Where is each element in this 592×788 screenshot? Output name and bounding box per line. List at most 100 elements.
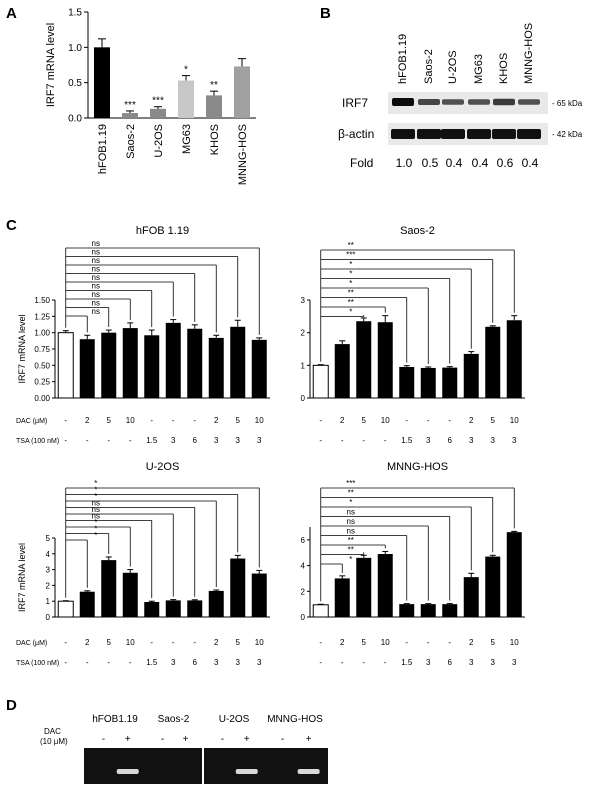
fold-value: 0.5: [422, 156, 439, 170]
tsa-value: 6: [193, 436, 198, 445]
dac-value: 2: [469, 638, 474, 647]
chart-title: Saos-2: [400, 225, 435, 237]
tsa-value: 3: [426, 436, 431, 445]
y-tick-label: 2: [301, 329, 306, 338]
dac-value: 10: [255, 416, 264, 425]
tsa-value: -: [384, 658, 387, 667]
sig-label: ***: [346, 479, 355, 488]
bar: [187, 600, 203, 617]
blot-band: [442, 99, 464, 105]
bar: [144, 335, 160, 398]
blot-band: [468, 99, 490, 105]
chart-title: U-2OS: [146, 461, 180, 473]
tsa-value: 6: [193, 658, 198, 667]
tsa-value: 1.5: [146, 658, 158, 667]
y-tick-label: 1: [301, 361, 306, 370]
sig-label: ns: [92, 256, 100, 265]
blot-band: [418, 99, 440, 105]
y-tick-label: 3: [301, 296, 306, 305]
blot-band: [517, 129, 541, 139]
dac-value: -: [448, 638, 451, 647]
tsa-value: -: [107, 436, 110, 445]
gel-group-label: MNNG-HOS: [267, 714, 323, 725]
tsa-value: -: [341, 658, 344, 667]
bar: [208, 337, 224, 398]
panel-label-c: C: [6, 217, 17, 234]
tsa-value: 3: [491, 658, 496, 667]
sig-label: *: [349, 270, 352, 279]
gel-band: [116, 769, 139, 774]
tsa-value: 6: [448, 658, 453, 667]
y-tick-label: 0.25: [34, 378, 50, 387]
dac-value: -: [405, 638, 408, 647]
bar: [150, 108, 166, 118]
bar: [356, 557, 372, 617]
sig-label: ns: [92, 265, 100, 274]
dac-value: 5: [491, 638, 496, 647]
sig-label: **: [348, 489, 354, 498]
blot-row-label: IRF7: [342, 96, 368, 110]
tsa-value: -: [319, 658, 322, 667]
dac-row-label: DAC (μM): [16, 640, 47, 647]
gel-sign: -: [102, 734, 105, 745]
blot-band: [392, 98, 414, 106]
y-tick-label: 1.50: [34, 296, 50, 305]
sig-label: **: [348, 546, 354, 555]
dac-value: 5: [491, 416, 496, 425]
tsa-value: -: [362, 436, 365, 445]
dac-value: -: [193, 638, 196, 647]
tsa-value: 3: [426, 658, 431, 667]
sig-label: ns: [92, 299, 100, 308]
chart-title: hFOB 1.19: [136, 225, 189, 237]
y-tick-label: 4: [301, 562, 306, 571]
tsa-value: -: [341, 436, 344, 445]
tsa-value: -: [319, 436, 322, 445]
panel-c-chart-hfob: hFOB 1.19 0.00 0.25 0.50 0.75 1.00 1.25 1.50 IRF…: [16, 225, 270, 445]
blot-band: [492, 129, 516, 139]
panel-b-western-blot: hFOB1.19 Saos-2 U-2OS MG63 KHOS MNNG-HOS IRF7 -…: [338, 23, 583, 170]
dac-value: -: [64, 416, 67, 425]
sig-label: ns: [347, 508, 355, 517]
lane-label: KHOS: [498, 53, 510, 84]
tsa-value: 3: [257, 436, 262, 445]
panel-d-gel: DAC(10 μM) hFOB1.19 - + Saos-2 - + U-2OS - + MNNG-…: [40, 714, 328, 784]
sig-label: ns: [92, 248, 100, 257]
gel-group-label: Saos-2: [158, 714, 190, 725]
bar: [377, 322, 393, 398]
bar: [251, 339, 267, 398]
fold-value: 0.6: [497, 156, 514, 170]
bar: [312, 364, 329, 399]
tsa-value: -: [86, 658, 89, 667]
dac-value: 2: [340, 416, 345, 425]
bar: [230, 558, 246, 617]
gel-band: [297, 769, 320, 774]
significance-label: **: [210, 80, 218, 91]
bar: [506, 320, 522, 398]
y-tick-label: 1.0: [68, 43, 82, 54]
bar: [506, 532, 522, 617]
bar: [399, 604, 415, 617]
x-tick-label: U-2OS: [153, 124, 165, 158]
gel-group-label: U-2OS: [219, 714, 250, 725]
significance-label: ***: [124, 100, 136, 111]
tsa-value: 1.5: [401, 436, 413, 445]
blot-band: [518, 99, 540, 105]
fold-value: 0.4: [472, 156, 489, 170]
panel-label-b: B: [320, 5, 331, 22]
sig-label: ***: [346, 251, 355, 260]
kda-marker: - 65 kDa: [552, 99, 583, 108]
tsa-value: 1.5: [401, 658, 413, 667]
panel-label-d: D: [6, 697, 17, 714]
panel-label-a: A: [6, 5, 17, 22]
y-axis-label: IRF7 mRNA level: [17, 314, 27, 383]
bar: [165, 322, 181, 398]
bar: [334, 578, 350, 617]
dac-value: 10: [126, 638, 135, 647]
sig-label: ns: [92, 290, 100, 299]
y-tick-label: 0: [301, 394, 306, 403]
tsa-value: 3: [236, 436, 241, 445]
panel-c-chart-mnng: MNNG-HOS0246*****nsnsns******--2-5-10--1…: [301, 461, 525, 667]
y-tick-label: 1: [46, 597, 51, 606]
bar: [234, 66, 250, 118]
